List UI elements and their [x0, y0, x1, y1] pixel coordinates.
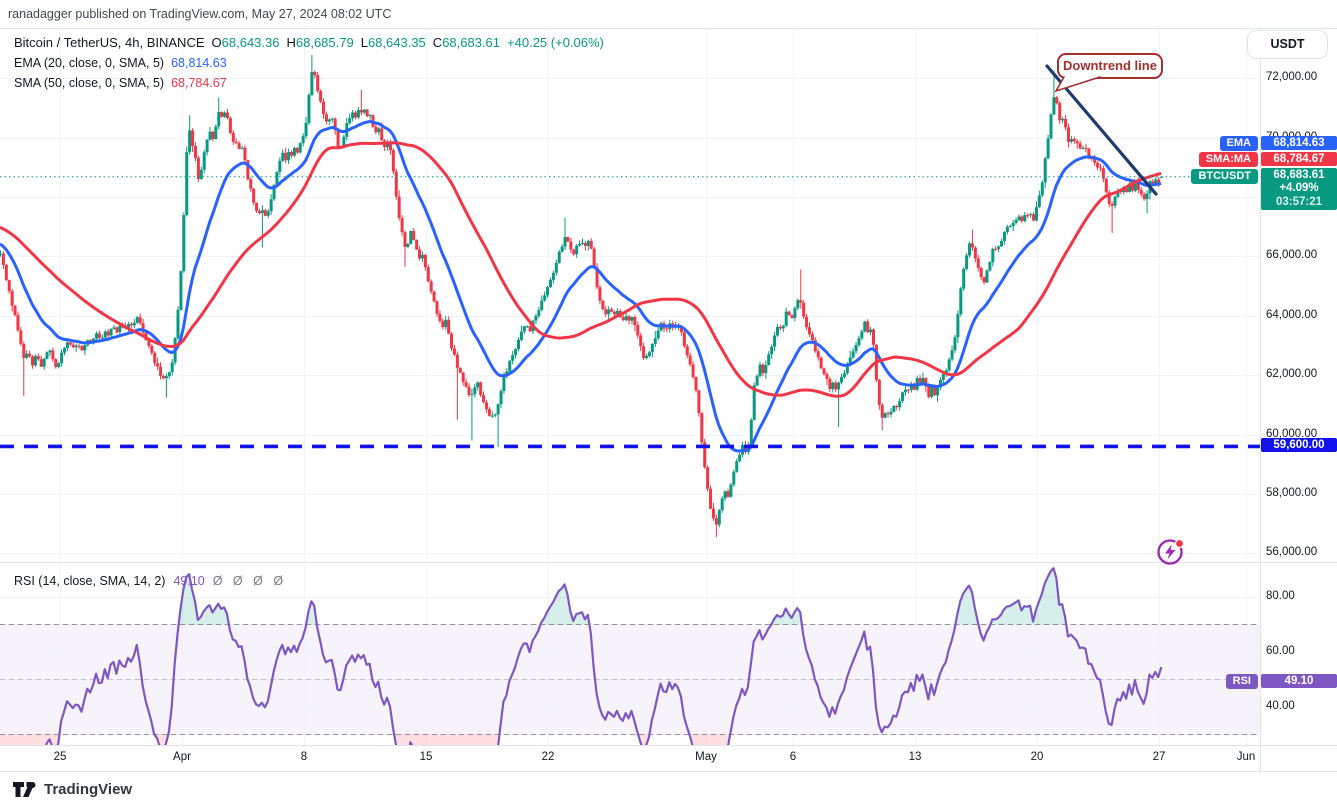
sma-label[interactable]: SMA (50, close, 0, SMA, 5) [14, 76, 165, 90]
flash-icon[interactable] [1154, 535, 1188, 569]
time-axis-tick: May [695, 751, 717, 763]
time-axis-tick: 8 [300, 751, 308, 763]
time-axis-tick: 6 [789, 751, 797, 763]
tradingview-logo[interactable] [12, 780, 40, 800]
main-legend: Bitcoin / TetherUS, 4h, BINANCE O68,643.… [14, 33, 604, 93]
time-axis-tick: 25 [53, 751, 67, 763]
notification-dot-icon [1174, 538, 1185, 549]
rsi-hidden-values: Ø Ø Ø Ø [212, 574, 284, 588]
time-axis-tick: 13 [908, 751, 922, 763]
price-axis-tick: 60,000.00 [1266, 427, 1318, 440]
time-axis-top-border [0, 745, 1337, 746]
attribution-text: ranadagger published on TradingView.com,… [8, 7, 392, 21]
last-price-value: 68,683.61 [1273, 168, 1325, 181]
ohlc-low-value: 68,643.35 [367, 35, 426, 50]
ohlc-high-value: 68,685.79 [295, 35, 354, 50]
ohlc-open-value: 68,643.36 [221, 35, 280, 50]
time-axis-tick: Apr [173, 751, 191, 763]
price-axis-tick: 80.00 [1266, 590, 1295, 602]
last-price-change-pct: +4.09% [1279, 182, 1319, 195]
rsi-value-badge: 49.10 [1261, 673, 1337, 688]
symbol-chip[interactable]: BTCUSDT [1191, 168, 1258, 184]
ohlc-open-label: O [211, 35, 222, 50]
price-axis-tick: 72,000.00 [1266, 71, 1318, 84]
price-axis-tick: 56,000.00 [1266, 546, 1318, 559]
currency-toggle-button[interactable]: USDT [1247, 30, 1328, 59]
ohlc-close-value: 68,683.61 [442, 35, 501, 50]
sma-price-badge: 68,784.67 [1261, 151, 1337, 166]
ema-value: 68,814.63 [171, 56, 227, 70]
flash-circle-icon [1157, 539, 1183, 565]
tradingview-wordmark[interactable]: TradingView [44, 781, 133, 798]
widget-bottom-border [0, 771, 1337, 772]
sma-legend-row[interactable]: SMA (50, close, 0, SMA, 5) 68,784.67 [14, 73, 604, 93]
last-price-badge: 68,683.61 +4.09% 03:57:21 [1261, 167, 1337, 211]
time-axis-tick: 15 [419, 751, 433, 763]
price-axis-tick: 58,000.00 [1266, 487, 1318, 499]
pane-separator[interactable] [0, 562, 1337, 563]
time-axis-tick: Jun [1236, 751, 1256, 763]
symbol-change: +40.25 (+0.06%) [507, 35, 604, 50]
ohlc-low-label: L [360, 35, 368, 50]
symbol-title[interactable]: Bitcoin / TetherUS, 4h, BINANCE [14, 35, 205, 50]
lightning-bolt-icon [1165, 544, 1176, 560]
price-axis-tick: 60.00 [1266, 645, 1295, 657]
time-axis-tick: 27 [1152, 751, 1166, 763]
price-axis-tick: 40.00 [1266, 700, 1295, 712]
rsi-value: 49.10 [173, 574, 205, 588]
price-axis-tick: 64,000.00 [1266, 308, 1318, 321]
ema-label[interactable]: EMA (20, close, 0, SMA, 5) [14, 56, 165, 70]
bar-countdown: 03:57:21 [1275, 195, 1323, 208]
widget-top-border [0, 28, 1337, 29]
downtrend-callout-label[interactable]: Downtrend line [1063, 58, 1157, 73]
rsi-label[interactable]: RSI (14, close, SMA, 14, 2) [14, 574, 166, 588]
price-axis-tick: 62,000.00 [1266, 368, 1318, 381]
ema-price-badge: 68,814.63 [1261, 135, 1337, 150]
sma-chip[interactable]: SMA:MA [1198, 152, 1258, 168]
ema-legend-row[interactable]: EMA (20, close, 0, SMA, 5) 68,814.63 [14, 53, 604, 73]
symbol-legend-row[interactable]: Bitcoin / TetherUS, 4h, BINANCE O68,643.… [14, 33, 604, 53]
rsi-chip[interactable]: RSI [1225, 674, 1258, 690]
support-price-badge: 59,600.00 [1261, 438, 1337, 453]
time-axis-tick: 20 [1030, 751, 1044, 763]
ohlc-close-label: C [432, 35, 443, 50]
ema-chip[interactable]: EMA [1219, 136, 1258, 152]
rsi-legend-row[interactable]: RSI (14, close, SMA, 14, 2) 49.10 Ø Ø Ø … [14, 574, 283, 588]
sma-value: 68,784.67 [171, 76, 227, 90]
ohlc-high-label: H [286, 35, 296, 50]
time-axis-tick: 22 [541, 751, 555, 763]
price-axis-separator [1260, 28, 1261, 771]
price-axis-tick: 66,000.00 [1266, 249, 1318, 262]
